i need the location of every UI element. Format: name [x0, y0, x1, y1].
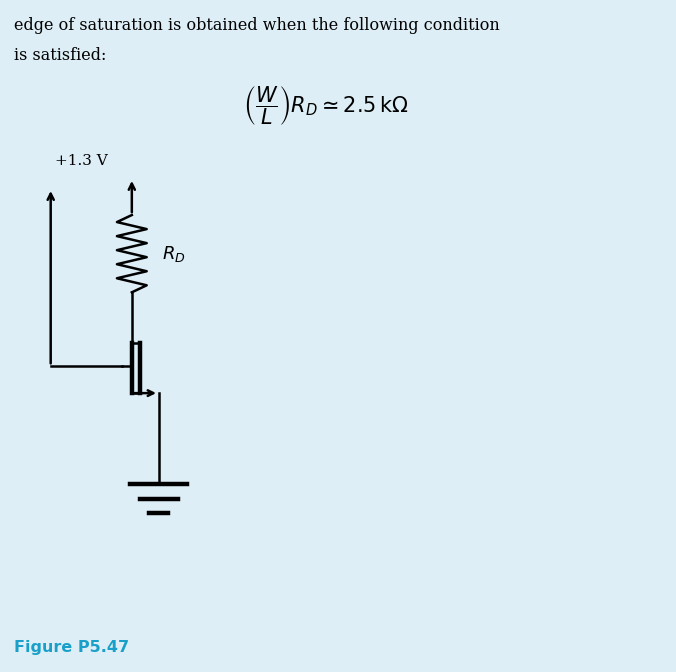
Text: $R_D$: $R_D$ — [162, 244, 186, 264]
Text: +1.3 V: +1.3 V — [55, 154, 108, 168]
Text: is satisfied:: is satisfied: — [14, 47, 106, 64]
Text: $\left(\dfrac{W}{L}\right)R_D \simeq 2.5\,\mathrm{k\Omega}$: $\left(\dfrac{W}{L}\right)R_D \simeq 2.5… — [243, 84, 409, 127]
Text: edge of saturation is obtained when the following condition: edge of saturation is obtained when the … — [14, 17, 500, 34]
Text: Figure P5.47: Figure P5.47 — [14, 640, 128, 655]
